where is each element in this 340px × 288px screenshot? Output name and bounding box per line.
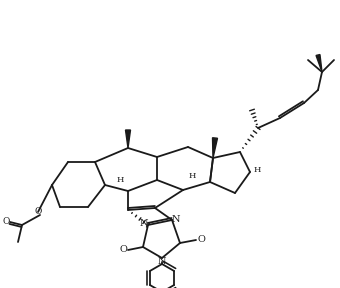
- Polygon shape: [212, 138, 218, 158]
- Text: N: N: [158, 257, 166, 266]
- Text: H: H: [116, 176, 124, 184]
- Text: O: O: [119, 245, 127, 255]
- Polygon shape: [125, 130, 131, 148]
- Polygon shape: [316, 54, 322, 72]
- Text: O: O: [2, 217, 10, 226]
- Text: O: O: [34, 207, 42, 217]
- Text: H: H: [188, 172, 196, 180]
- Text: H: H: [253, 166, 261, 174]
- Text: N: N: [140, 219, 148, 228]
- Text: O: O: [197, 236, 205, 245]
- Text: N: N: [172, 215, 180, 223]
